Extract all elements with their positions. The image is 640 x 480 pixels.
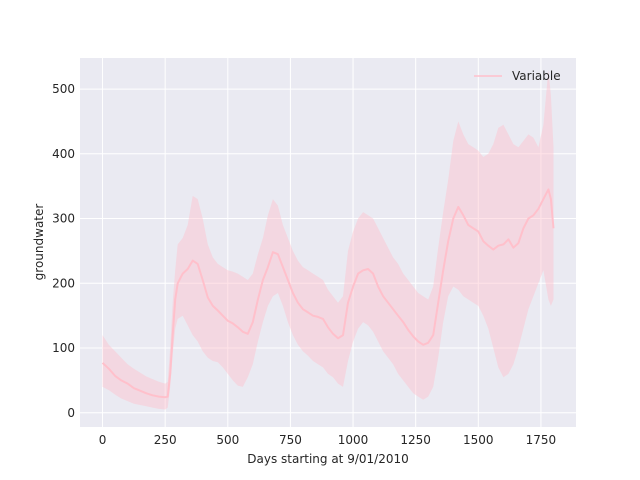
tick-labels: 0 250 500 750 1000 1250 1500 1750 0 100 200 300 400 5…: [52, 82, 556, 447]
x-tick-label: 1250: [400, 433, 431, 447]
y-tick-label: 400: [52, 147, 75, 161]
series-line: [101, 188, 555, 399]
confidence-band: [102, 69, 554, 410]
x-tick-label: 250: [154, 433, 177, 447]
x-tick-label: 750: [279, 433, 302, 447]
series-line-variable: [101, 188, 555, 399]
y-axis-label: groundwater: [32, 204, 46, 281]
x-tick-label: 1500: [463, 433, 494, 447]
confidence-band-area: [102, 69, 554, 410]
y-tick-label: 200: [52, 276, 75, 290]
x-tick-label: 500: [216, 433, 239, 447]
y-tick-label: 500: [52, 82, 75, 96]
legend-label: Variable: [512, 69, 561, 83]
plot-background: [80, 58, 576, 427]
x-tick-label: 0: [99, 433, 107, 447]
legend: Variable: [474, 69, 561, 83]
y-tick-label: 100: [52, 341, 75, 355]
y-tick-label: 300: [52, 212, 75, 226]
gridlines: [80, 58, 576, 427]
y-tick-label: 0: [67, 406, 75, 420]
x-axis-label: Days starting at 9/01/2010: [247, 452, 408, 466]
x-tick-label: 1000: [338, 433, 369, 447]
x-tick-label: 1750: [526, 433, 557, 447]
